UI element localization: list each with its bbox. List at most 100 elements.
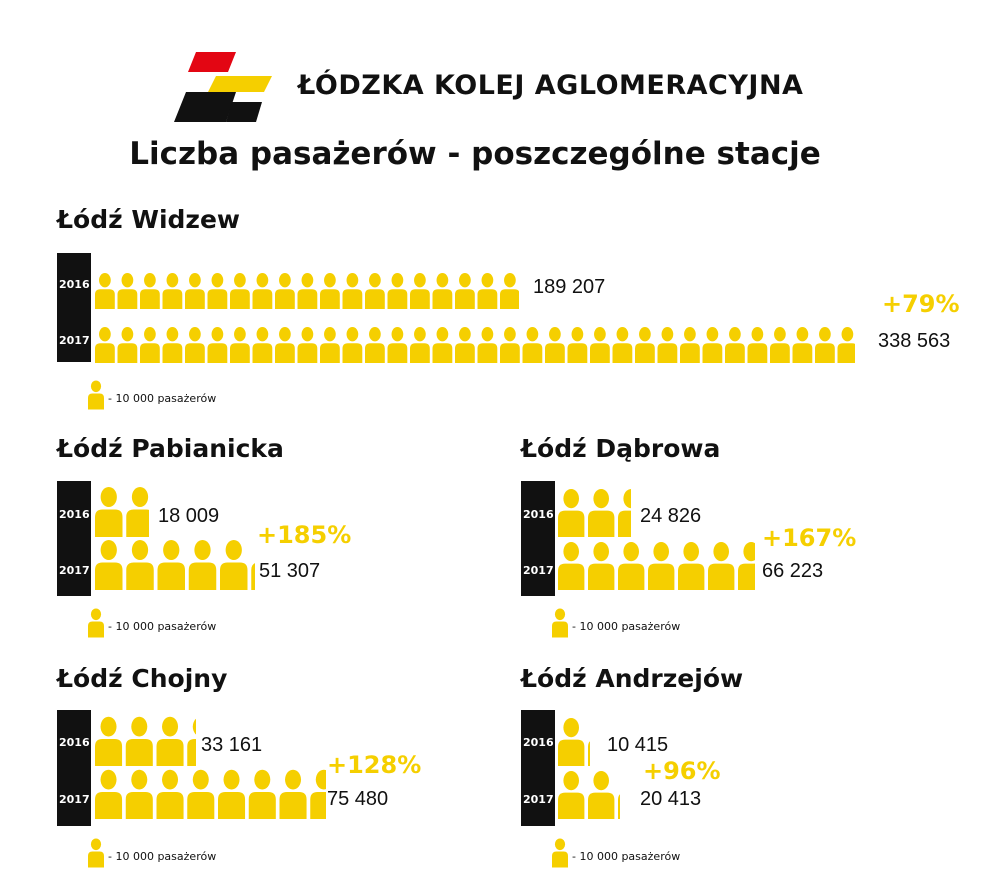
person-icon <box>252 273 273 309</box>
person-icon <box>275 273 295 309</box>
person-icon <box>117 327 138 363</box>
person-icon <box>770 327 790 363</box>
person-icon <box>157 540 185 590</box>
icon-row-2017 <box>95 312 855 363</box>
legend: - 10 000 pasażerów <box>552 608 752 638</box>
legend: - 10 000 pasażerów <box>88 838 288 868</box>
icon-row-svg <box>558 718 590 766</box>
person-icon <box>815 327 835 363</box>
year-bar <box>521 710 555 826</box>
person-icon <box>657 327 678 363</box>
person-icon <box>310 769 326 819</box>
person-icon <box>635 327 655 363</box>
person-icon <box>342 327 363 363</box>
person-icon <box>500 273 519 309</box>
person-icon <box>95 327 115 363</box>
person-icon <box>477 327 498 363</box>
person-icon <box>678 542 705 590</box>
person-icon <box>680 327 700 363</box>
person-icon <box>725 327 745 363</box>
person-icon <box>558 489 585 537</box>
icon-row-svg <box>558 542 755 590</box>
year-label-2016: 2016 <box>523 508 554 521</box>
person-icon <box>522 327 543 363</box>
icon-row-svg <box>558 489 631 537</box>
person-icon <box>567 327 588 363</box>
person-icon <box>432 273 453 309</box>
person-icon <box>618 542 645 590</box>
person-icon <box>590 327 610 363</box>
person-icon <box>387 327 408 363</box>
person-icon <box>251 563 255 590</box>
percent-change: +128% <box>327 751 422 779</box>
person-icon <box>500 327 520 363</box>
person-icon <box>792 327 813 363</box>
year-label-2016: 2016 <box>59 508 90 521</box>
legend-text: - 10 000 pasażerów <box>108 850 217 863</box>
legend: - 10 000 pasażerów <box>552 838 752 868</box>
person-icon <box>140 327 160 363</box>
person-icon <box>95 487 123 537</box>
person-icon <box>432 327 453 363</box>
year-label-2017: 2017 <box>59 334 90 347</box>
person-icon <box>708 542 735 590</box>
station-title: Łódź Widzew <box>57 205 241 234</box>
icon-row-svg <box>95 716 196 766</box>
icon-row-2016 <box>558 716 590 766</box>
percent-change: +167% <box>762 524 857 552</box>
year-label-2017: 2017 <box>59 564 90 577</box>
legend-text: - 10 000 pasażerów <box>108 392 217 405</box>
icon-row-2016 <box>95 487 149 537</box>
percent-change: +96% <box>643 757 721 785</box>
person-icon <box>588 489 615 537</box>
person-icon <box>252 327 273 363</box>
person-icon <box>387 273 408 309</box>
person-icon <box>207 273 228 309</box>
person-icon <box>477 273 498 309</box>
value-label-2017: 75 480 <box>327 788 389 810</box>
legend-text: - 10 000 pasażerów <box>572 620 681 633</box>
person-icon <box>140 273 160 309</box>
value-label-2016: 189 207 <box>533 276 606 298</box>
person-icon <box>837 327 855 363</box>
person-icon <box>95 273 115 309</box>
person-icon <box>230 327 250 363</box>
person-icon <box>88 838 104 868</box>
legend-text: - 10 000 pasażerów <box>108 620 217 633</box>
person-icon <box>618 489 631 537</box>
person-icon <box>95 716 123 766</box>
person-icon <box>410 273 430 309</box>
person-icon <box>218 769 246 819</box>
person-icon <box>248 769 276 819</box>
person-icon <box>410 327 430 363</box>
person-icon <box>95 769 123 819</box>
value-label-2016: 10 415 <box>607 734 669 756</box>
person-icon <box>187 769 215 819</box>
person-icon <box>220 540 248 590</box>
icon-row-svg <box>558 771 620 819</box>
person-icon <box>558 771 585 819</box>
person-icon <box>552 838 568 868</box>
icon-row-svg <box>95 540 255 590</box>
person-icon <box>558 542 585 590</box>
icon-row-2016 <box>95 258 519 309</box>
value-label-2017: 338 563 <box>878 330 951 352</box>
person-icon <box>95 540 123 590</box>
legend: - 10 000 pasażerów <box>88 380 288 410</box>
person-icon <box>320 327 340 363</box>
person-icon <box>612 327 633 363</box>
page-title: Liczba pasażerów - poszczególne stacje <box>129 136 821 172</box>
person-icon <box>230 273 250 309</box>
year-label-2016: 2016 <box>523 736 554 749</box>
year-label-2017: 2017 <box>523 564 554 577</box>
icon-row-svg <box>95 487 149 537</box>
station-title: Łódź Andrzejów <box>521 664 744 693</box>
value-label-2016: 33 161 <box>201 734 263 756</box>
person-icon <box>156 716 184 766</box>
person-icon <box>588 771 615 819</box>
station-title: Łódź Pabianicka <box>57 434 284 463</box>
person-icon <box>747 327 768 363</box>
legend-text: - 10 000 pasażerów <box>572 850 681 863</box>
icon-row-2016 <box>558 487 631 537</box>
year-label-2016: 2016 <box>59 736 90 749</box>
